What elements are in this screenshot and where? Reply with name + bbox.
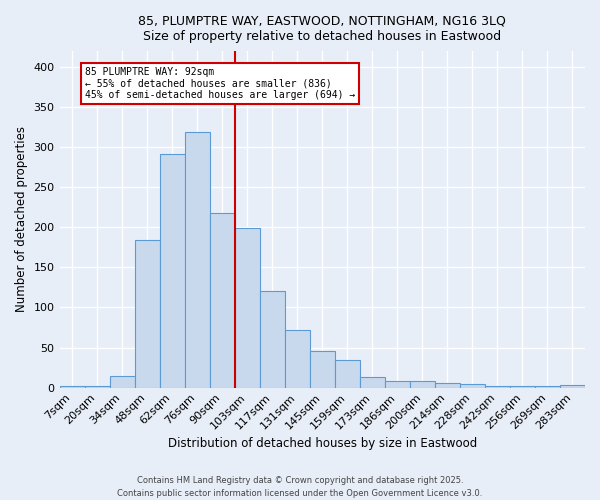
Bar: [59, 386, 85, 388]
Bar: [435, 383, 460, 388]
Bar: [85, 386, 110, 388]
Bar: [560, 385, 585, 388]
Bar: [110, 376, 134, 388]
Bar: [335, 360, 360, 388]
Y-axis label: Number of detached properties: Number of detached properties: [15, 126, 28, 312]
Bar: [360, 377, 385, 388]
Bar: [260, 290, 285, 388]
Bar: [510, 386, 535, 388]
X-axis label: Distribution of detached houses by size in Eastwood: Distribution of detached houses by size …: [167, 437, 477, 450]
Bar: [310, 351, 335, 388]
Bar: [385, 381, 410, 388]
Bar: [485, 386, 510, 388]
Bar: [209, 213, 235, 388]
Bar: [285, 330, 310, 388]
Bar: [134, 240, 160, 388]
Bar: [235, 228, 260, 388]
Title: 85, PLUMPTRE WAY, EASTWOOD, NOTTINGHAM, NG16 3LQ
Size of property relative to de: 85, PLUMPTRE WAY, EASTWOOD, NOTTINGHAM, …: [139, 15, 506, 43]
Text: Contains HM Land Registry data © Crown copyright and database right 2025.
Contai: Contains HM Land Registry data © Crown c…: [118, 476, 482, 498]
Bar: [185, 132, 209, 388]
Text: 85 PLUMPTRE WAY: 92sqm
← 55% of detached houses are smaller (836)
45% of semi-de: 85 PLUMPTRE WAY: 92sqm ← 55% of detached…: [85, 67, 355, 100]
Bar: [160, 154, 185, 388]
Bar: [460, 384, 485, 388]
Bar: [410, 381, 435, 388]
Bar: [535, 386, 560, 388]
